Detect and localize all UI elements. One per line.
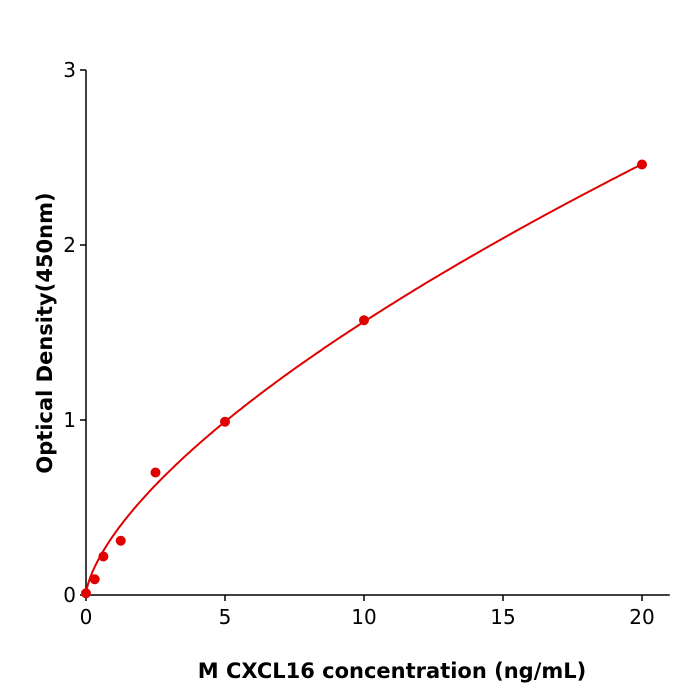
data-point <box>115 535 126 546</box>
x-axis-label: M CXCL16 concentration (ng/mL) <box>198 659 586 683</box>
y-tick-label: 3 <box>63 58 76 82</box>
axes: 0 5 10 15 20 0 1 2 3 <box>63 58 670 629</box>
x-tick-label: 10 <box>351 605 376 629</box>
y-tick-label: 0 <box>63 583 76 607</box>
data-point <box>89 574 100 585</box>
x-tick-label: 20 <box>629 605 654 629</box>
fit-curve-group <box>85 163 643 596</box>
x-tick-label: 5 <box>219 605 232 629</box>
y-tick-label: 2 <box>63 233 76 257</box>
data-point <box>220 416 230 427</box>
y-axis-label: Optical Density(450nm) <box>33 192 57 473</box>
data-point <box>637 159 647 170</box>
data-point <box>359 315 369 326</box>
data-point <box>98 551 109 562</box>
x-tick-label: 15 <box>490 605 515 629</box>
x-tick-label: 0 <box>80 605 93 629</box>
data-points <box>81 159 647 599</box>
data-point <box>150 467 161 478</box>
y-tick-label: 1 <box>63 408 76 432</box>
data-point <box>81 588 91 599</box>
fit-curve <box>85 163 643 596</box>
